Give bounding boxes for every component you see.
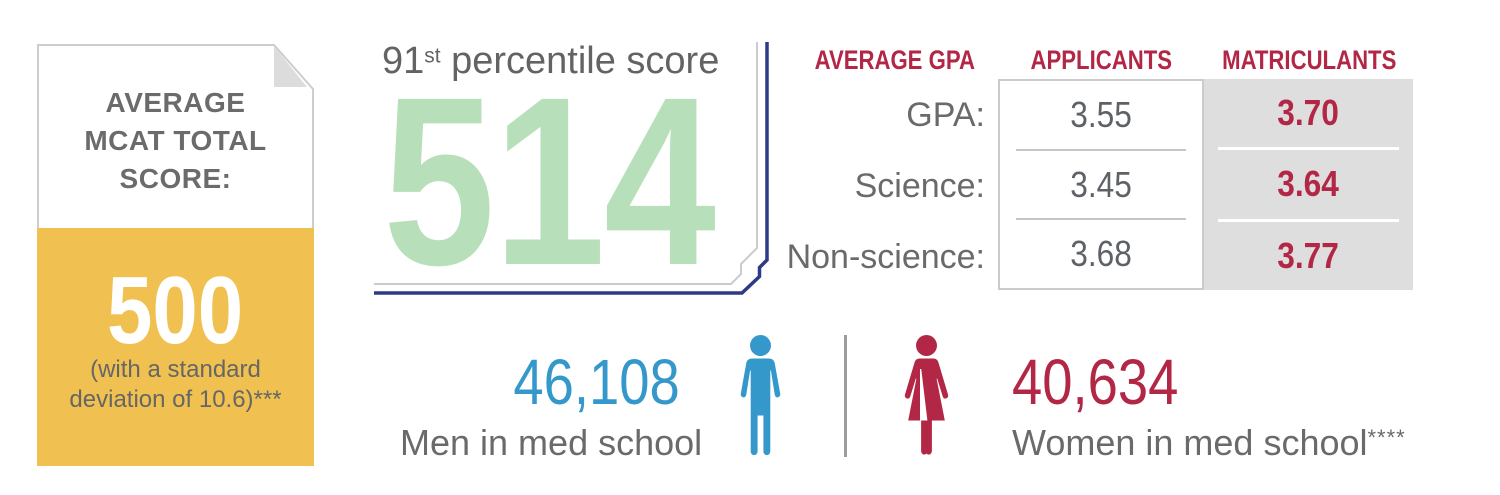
vertical-divider [844,335,847,457]
gpa-table-header-average-gpa: AVERAGE GPA [814,45,976,75]
mcat-average-score: 500 [37,263,314,359]
women-enrollment: 40,634 Women in med school**** [1012,350,1432,464]
folded-corner-icon [274,46,307,87]
percentile-heading: 91st percentile score [382,42,719,80]
percentile-ordinal-suffix: st [424,44,441,68]
percentile-card-outline [374,42,769,295]
gpa-row-label-science: Science: [854,167,985,205]
mcat-average-score-value: 500 [107,257,244,364]
female-icon [904,335,949,455]
men-label: Men in med school [400,422,703,463]
applicants-gpa-value: 3.55 [1070,93,1132,135]
yellow-panel [37,228,314,466]
paper-card-shape [37,44,314,466]
gpa-row-label-non-science: Non-science: [786,238,985,276]
mcat-note-line2: deviation of 10.6)*** [69,386,282,413]
outer-navy-outline [374,42,769,295]
paper-card-outline [37,44,314,229]
percentile-heading-rest: percentile score [440,40,720,82]
gpa-row-label-gpa: GPA: [906,96,985,134]
matriculants-gpa-value: 3.70 [1277,92,1340,134]
percentile-score-value: 514 [383,47,716,315]
women-footnote-asterisks: **** [1367,425,1406,451]
mcat-card-title: AVERAGE MCAT TOTAL SCORE: [37,84,314,198]
gpa-table-header-applicants: APPLICANTS [1030,45,1172,75]
matriculants-column: 3.70 3.64 3.77 [1204,79,1413,290]
applicants-science-value: 3.45 [1016,148,1186,219]
matriculants-non-science-value: 3.77 [1218,218,1399,290]
women-label: Women in med school**** [1012,422,1406,463]
inner-gray-outline [374,42,758,285]
men-count: 46,108 [513,346,680,418]
men-enrollment: 46,108 Men in med school [400,346,703,464]
mcat-card-title-text: AVERAGE MCAT TOTAL SCORE: [84,87,267,194]
mcat-score-note: (with a standard deviation of 10.6)*** [37,355,314,415]
male-icon [740,335,781,456]
applicants-non-science-value: 3.68 [1016,218,1186,288]
percentile-number: 91 [382,40,425,82]
matriculants-science-value: 3.64 [1218,147,1399,218]
gpa-table-header-matriculants: MATRICULANTS [1222,45,1397,75]
women-count: 40,634 [1012,346,1179,418]
applicants-column: 3.55 3.45 3.68 [998,79,1204,290]
mcat-note-line1: (with a standard [90,356,261,383]
